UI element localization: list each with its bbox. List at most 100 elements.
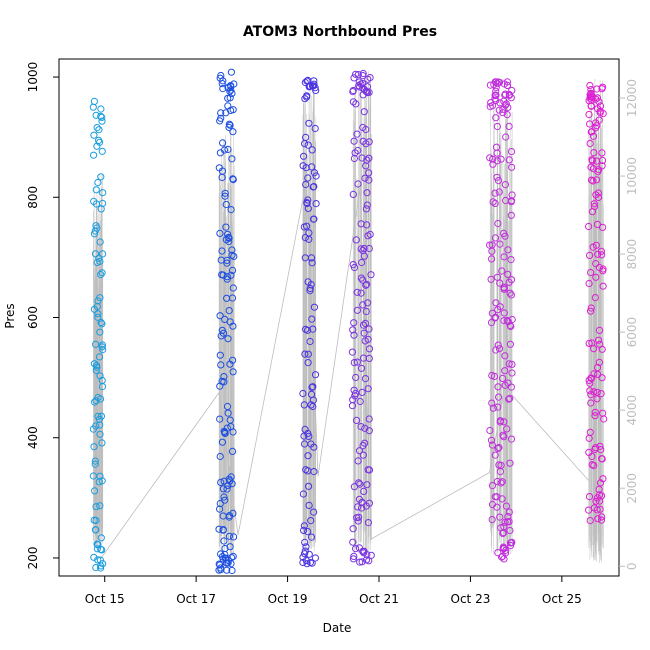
data-point bbox=[491, 199, 499, 207]
data-point bbox=[508, 360, 516, 368]
data-point bbox=[587, 307, 595, 315]
data-point bbox=[228, 251, 236, 259]
data-point bbox=[493, 122, 501, 131]
data-point bbox=[487, 436, 496, 444]
data-point bbox=[357, 274, 365, 282]
data-point bbox=[365, 169, 373, 177]
data-point bbox=[358, 154, 366, 162]
x-tick-label: Oct 21 bbox=[359, 592, 399, 606]
data-point bbox=[227, 68, 235, 76]
data-point bbox=[312, 86, 320, 95]
data-point bbox=[598, 149, 606, 157]
data-point bbox=[350, 386, 358, 394]
data-point bbox=[499, 109, 507, 117]
data-point bbox=[587, 268, 595, 277]
data-point bbox=[304, 350, 312, 358]
data-point bbox=[227, 473, 235, 481]
data-point bbox=[90, 443, 98, 451]
data-point bbox=[97, 105, 105, 113]
data-point bbox=[300, 152, 308, 160]
data-point bbox=[98, 147, 106, 155]
data-point bbox=[349, 261, 357, 269]
data-point bbox=[352, 373, 360, 382]
data-point bbox=[364, 75, 372, 83]
data-point bbox=[362, 281, 370, 289]
data-point bbox=[229, 128, 237, 136]
data-point bbox=[494, 549, 502, 557]
data-point bbox=[587, 304, 595, 312]
data-point bbox=[216, 312, 224, 320]
data-point bbox=[359, 451, 367, 459]
data-point bbox=[359, 276, 367, 284]
data-point bbox=[229, 509, 237, 518]
data-point bbox=[486, 81, 494, 89]
data-point bbox=[357, 220, 365, 228]
data-point bbox=[352, 100, 360, 108]
data-point bbox=[221, 315, 229, 323]
data-point bbox=[361, 319, 369, 327]
data-point bbox=[596, 442, 604, 450]
data-point bbox=[500, 529, 508, 537]
data-point bbox=[589, 243, 597, 251]
data-point bbox=[588, 452, 596, 461]
data-point bbox=[586, 139, 594, 148]
data-point bbox=[96, 502, 104, 510]
data-point bbox=[349, 555, 357, 563]
data-point bbox=[354, 457, 362, 465]
data-point bbox=[299, 389, 307, 398]
data-point bbox=[225, 120, 233, 128]
data-point bbox=[301, 234, 309, 242]
data-point bbox=[357, 364, 366, 372]
data-point bbox=[506, 459, 514, 467]
data-point bbox=[363, 551, 371, 559]
data-point bbox=[507, 94, 515, 102]
data-point bbox=[311, 371, 320, 379]
data-point bbox=[364, 232, 372, 240]
data-point bbox=[217, 361, 225, 369]
data-point bbox=[365, 154, 373, 162]
data-point bbox=[367, 551, 375, 559]
data-point bbox=[228, 266, 237, 274]
data-point bbox=[228, 447, 237, 455]
data-point bbox=[492, 299, 500, 307]
data-point bbox=[356, 480, 364, 488]
data-point bbox=[310, 303, 318, 311]
data-point bbox=[310, 508, 318, 516]
data-point bbox=[97, 173, 105, 181]
data-point bbox=[495, 188, 503, 196]
data-point bbox=[360, 487, 368, 495]
x-tick-label: Oct 25 bbox=[542, 592, 582, 606]
data-point bbox=[507, 291, 515, 299]
data-point bbox=[301, 425, 309, 433]
data-point bbox=[350, 154, 358, 163]
data-point bbox=[229, 175, 237, 183]
data-point bbox=[495, 461, 503, 469]
data-point bbox=[363, 88, 371, 96]
data-point bbox=[97, 271, 105, 279]
data-point bbox=[590, 149, 598, 157]
data-point bbox=[594, 515, 602, 523]
data-point bbox=[92, 366, 100, 374]
data-point bbox=[217, 332, 225, 340]
data-point bbox=[357, 80, 365, 88]
data-point bbox=[302, 466, 310, 474]
data-point bbox=[503, 111, 511, 119]
data-point bbox=[501, 181, 509, 189]
data-point bbox=[223, 402, 232, 411]
data-point bbox=[491, 95, 499, 103]
data-point bbox=[311, 124, 319, 133]
data-point bbox=[302, 133, 310, 141]
data-points bbox=[89, 68, 608, 575]
data-point bbox=[488, 516, 496, 524]
data-point bbox=[599, 83, 607, 91]
data-point bbox=[354, 517, 362, 525]
data-point bbox=[222, 200, 230, 209]
data-point bbox=[350, 552, 358, 561]
data-point bbox=[363, 280, 371, 288]
data-point bbox=[92, 564, 100, 572]
data-point bbox=[226, 543, 234, 551]
data-point bbox=[495, 393, 503, 401]
data-point bbox=[349, 88, 357, 96]
x-tick-label: Oct 23 bbox=[451, 592, 491, 606]
data-point bbox=[305, 550, 313, 558]
